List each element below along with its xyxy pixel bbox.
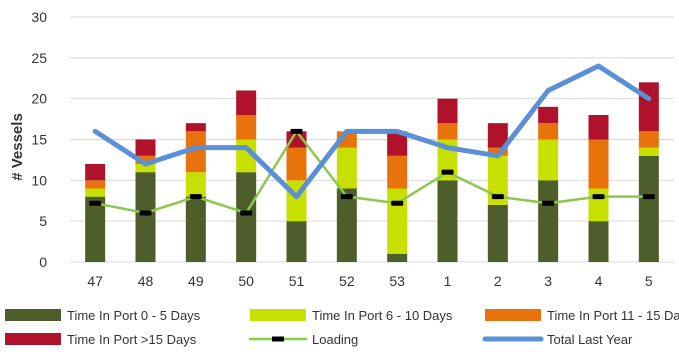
bar-time-in-port-0-5-days xyxy=(185,196,206,262)
legend-swatch-time-in-port-6-10-days xyxy=(250,309,306,321)
bar-time-in-port-11-15-days xyxy=(236,115,257,140)
bar-time-in-port-0-5-days xyxy=(487,204,508,262)
x-tick-label: 3 xyxy=(544,273,552,289)
marker-loading xyxy=(542,200,555,206)
line-total-last-year xyxy=(92,63,652,200)
x-tick-label: 1 xyxy=(444,273,452,289)
legend-label: Time In Port 11 - 15 Days xyxy=(547,308,679,323)
bar-time-in-port-11-15-days xyxy=(638,131,659,148)
bar-time-in-port-6-10-days xyxy=(487,155,508,205)
bar-time-in-port-15-days xyxy=(135,139,156,156)
legend-swatch-time-in-port-15-days xyxy=(5,333,61,345)
bar-time-in-port-15-days xyxy=(588,115,609,140)
legend-label: Total Last Year xyxy=(547,332,633,347)
marker-loading xyxy=(642,194,655,200)
bar-time-in-port-11-15-days xyxy=(286,147,307,181)
legend-label: Time In Port >15 Days xyxy=(67,332,197,347)
bar-time-in-port-6-10-days xyxy=(538,139,559,181)
bar-time-in-port-0-5-days xyxy=(588,221,609,262)
bar-time-in-port-11-15-days xyxy=(135,155,156,164)
bar-time-in-port-6-10-days xyxy=(638,147,659,156)
y-tick-label: 15 xyxy=(31,132,47,148)
line-loading xyxy=(93,130,651,215)
x-tick-label: 53 xyxy=(389,273,405,289)
x-tick-label: 48 xyxy=(138,273,154,289)
legend-swatch-time-in-port-0-5-days xyxy=(5,309,61,321)
marker-loading xyxy=(89,200,102,206)
bar-time-in-port-0-5-days xyxy=(135,172,156,262)
bar-time-in-port-15-days xyxy=(85,164,106,181)
bar-time-in-port-6-10-days xyxy=(135,164,156,173)
legend-label: Time In Port 6 - 10 Days xyxy=(312,308,453,323)
bar-time-in-port-6-10-days xyxy=(336,147,357,189)
bar-time-in-port-0-5-days xyxy=(286,221,307,262)
marker-loading xyxy=(139,210,152,216)
bar-time-in-port-11-15-days xyxy=(588,139,609,189)
bar-time-in-port-15-days xyxy=(286,131,307,148)
bar-time-in-port-11-15-days xyxy=(185,131,206,173)
bar-time-in-port-15-days xyxy=(487,123,508,148)
y-tick-label: 0 xyxy=(39,254,47,270)
marker-loading xyxy=(189,194,202,200)
x-tick-label: 4 xyxy=(595,273,603,289)
marker-loading xyxy=(290,128,303,134)
bar-time-in-port-6-10-days xyxy=(588,188,609,222)
bar-time-in-port-15-days xyxy=(236,90,257,115)
bar-time-in-port-11-15-days xyxy=(387,155,408,189)
bar-time-in-port-0-5-days xyxy=(437,180,458,262)
bar-time-in-port-11-15-days xyxy=(437,123,458,140)
bar-time-in-port-0-5-days xyxy=(638,155,659,262)
marker-loading xyxy=(391,200,404,206)
bar-time-in-port-15-days xyxy=(538,106,559,124)
x-tick-label: 52 xyxy=(339,273,355,289)
legend-marker-loading xyxy=(272,336,284,342)
x-tick-label: 2 xyxy=(494,273,502,289)
x-tick-label: 50 xyxy=(238,273,254,289)
bar-time-in-port-0-5-days xyxy=(336,188,357,262)
bar-time-in-port-15-days xyxy=(387,131,408,156)
x-tick-label: 49 xyxy=(188,273,204,289)
lines xyxy=(89,63,655,216)
bar-time-in-port-0-5-days xyxy=(538,180,559,262)
y-tick-label: 20 xyxy=(31,91,47,107)
bars xyxy=(85,82,659,262)
bar-time-in-port-15-days xyxy=(638,82,659,132)
y-tick-label: 10 xyxy=(31,172,47,188)
bar-time-in-port-15-days xyxy=(437,98,458,124)
marker-loading xyxy=(240,210,253,216)
y-tick-label: 5 xyxy=(39,213,47,229)
y-axis-ticks: 0 5 10 15 20 25 30 xyxy=(31,9,47,270)
x-tick-label: 51 xyxy=(289,273,305,289)
marker-loading xyxy=(491,194,504,200)
bar-time-in-port-0-5-days xyxy=(236,172,257,262)
x-axis-ticks: 47 48 49 50 51 52 53 1 2 3 4 5 xyxy=(87,273,653,289)
bar-time-in-port-11-15-days xyxy=(85,180,106,189)
bar-time-in-port-15-days xyxy=(185,123,206,132)
bar-time-in-port-0-5-days xyxy=(387,253,408,262)
legend: Time In Port 0 - 5 Days Time In Port 6 - … xyxy=(5,308,679,347)
gridlines xyxy=(70,16,674,263)
bar-time-in-port-6-10-days xyxy=(85,188,106,197)
y-tick-label: 25 xyxy=(31,50,47,66)
marker-loading xyxy=(592,194,605,200)
marker-loading xyxy=(340,194,353,200)
marker-loading xyxy=(441,169,454,175)
bar-time-in-port-11-15-days xyxy=(538,123,559,140)
bar-time-in-port-0-5-days xyxy=(85,196,106,262)
x-tick-label: 47 xyxy=(87,273,103,289)
y-axis-title: # Vessels xyxy=(9,113,26,181)
legend-swatch-time-in-port-11-15-days xyxy=(485,309,541,321)
bar-time-in-port-6-10-days xyxy=(185,172,206,197)
y-tick-label: 30 xyxy=(31,9,47,25)
legend-label: Time In Port 0 - 5 Days xyxy=(67,308,201,323)
legend-label: Loading xyxy=(312,332,358,347)
x-tick-label: 5 xyxy=(645,273,653,289)
